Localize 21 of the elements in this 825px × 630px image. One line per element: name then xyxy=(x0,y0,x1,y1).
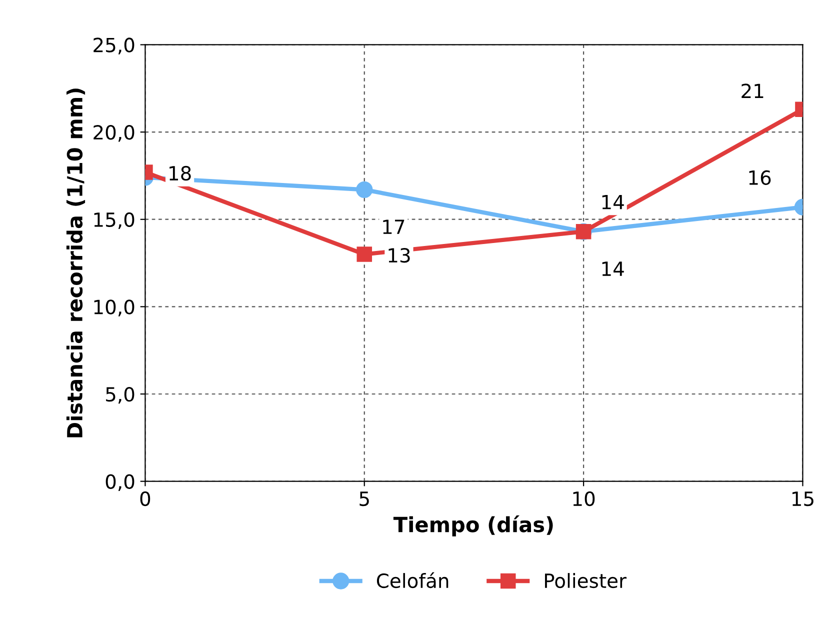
legend-label: Poliester xyxy=(545,573,627,588)
data-label: 17 xyxy=(383,220,404,234)
y-tick-label: 10,0 xyxy=(94,300,134,316)
data-label: 18 xyxy=(170,166,191,181)
x-axis-title: Tiempo (días) xyxy=(393,515,553,536)
y-tick-label: 20,0 xyxy=(94,125,134,142)
data-label: 21 xyxy=(742,84,764,98)
data-label: 16 xyxy=(749,170,771,186)
x-tick-label: 5 xyxy=(360,492,369,506)
x-tick-label: 10 xyxy=(573,491,595,506)
data-label: 14 xyxy=(602,262,624,276)
data-label: 13 xyxy=(388,248,410,263)
legend-label: Celofán xyxy=(376,572,448,588)
y-tick-label: 25,0 xyxy=(94,38,134,54)
y-axis-title: Distancia recorrida (1/10 mm) xyxy=(66,88,86,438)
x-tick-label: 0 xyxy=(140,491,150,506)
data-label: 14 xyxy=(602,195,624,210)
y-tick-label: 15,0 xyxy=(94,212,134,230)
y-tick-label: 0,0 xyxy=(106,474,134,491)
x-tick-label: 15 xyxy=(792,492,814,506)
y-tick-label: 5,0 xyxy=(106,386,134,404)
